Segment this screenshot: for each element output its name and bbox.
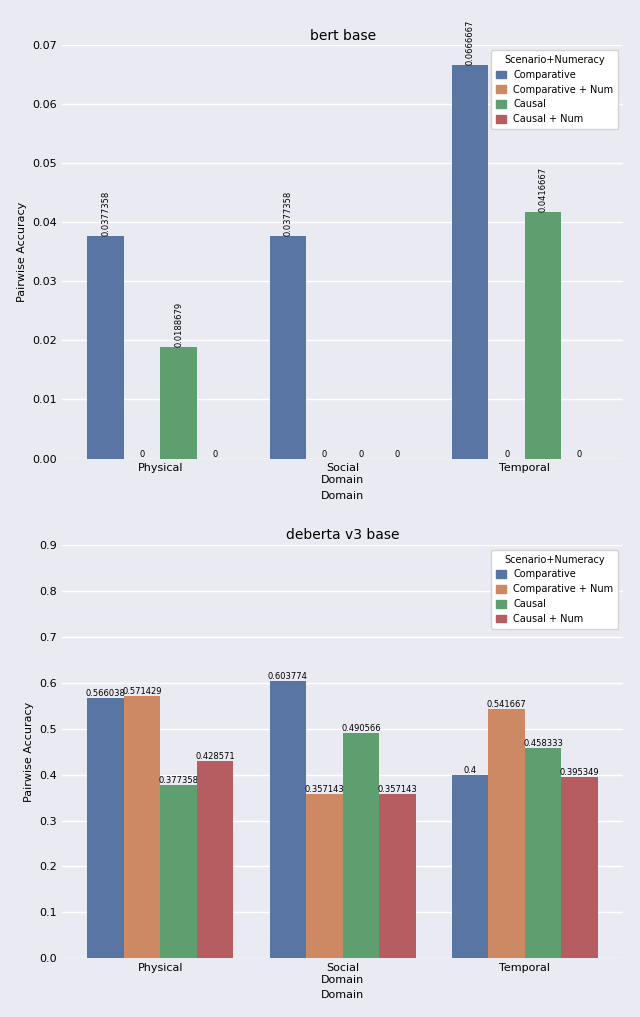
Title: deberta v3 base: deberta v3 base bbox=[286, 528, 399, 542]
Text: 0.395349: 0.395349 bbox=[560, 768, 600, 777]
Text: 0.490566: 0.490566 bbox=[341, 724, 381, 733]
Bar bbox=[269, 236, 306, 459]
Text: 0: 0 bbox=[504, 450, 509, 459]
Text: 0.4: 0.4 bbox=[463, 766, 477, 775]
Text: 0.0377358: 0.0377358 bbox=[101, 190, 110, 236]
Text: 0: 0 bbox=[358, 450, 364, 459]
Text: 0: 0 bbox=[395, 450, 400, 459]
Bar bbox=[525, 213, 561, 459]
Text: 0: 0 bbox=[140, 450, 145, 459]
Text: 0.0666667: 0.0666667 bbox=[466, 19, 475, 65]
Text: 0: 0 bbox=[212, 450, 218, 459]
Text: 0.566038: 0.566038 bbox=[86, 690, 125, 699]
Bar bbox=[452, 65, 488, 459]
Bar bbox=[488, 710, 525, 958]
Legend: Comparative, Comparative + Num, Causal, Causal + Num: Comparative, Comparative + Num, Causal, … bbox=[491, 550, 618, 629]
Legend: Comparative, Comparative + Num, Causal, Causal + Num: Comparative, Comparative + Num, Causal, … bbox=[491, 50, 618, 129]
Text: 0.603774: 0.603774 bbox=[268, 672, 308, 681]
Y-axis label: Pairwise Accuracy: Pairwise Accuracy bbox=[17, 201, 27, 302]
X-axis label: Domain: Domain bbox=[321, 490, 364, 500]
Bar bbox=[124, 696, 160, 958]
Bar bbox=[269, 681, 306, 958]
Text: 0: 0 bbox=[577, 450, 582, 459]
Bar bbox=[342, 733, 379, 958]
Bar bbox=[160, 785, 196, 958]
Y-axis label: Pairwise Accuracy: Pairwise Accuracy bbox=[24, 702, 34, 801]
Text: 0.0416667: 0.0416667 bbox=[539, 168, 548, 213]
Text: 0.0377358: 0.0377358 bbox=[284, 190, 292, 236]
Bar bbox=[379, 794, 415, 958]
Text: 0.541667: 0.541667 bbox=[487, 701, 527, 710]
Text: 0.428571: 0.428571 bbox=[195, 753, 235, 762]
Text: 0.357143: 0.357143 bbox=[378, 785, 417, 794]
Bar bbox=[525, 747, 561, 958]
Text: 0.0188679: 0.0188679 bbox=[174, 302, 183, 347]
Bar bbox=[452, 775, 488, 958]
Bar bbox=[87, 699, 124, 958]
X-axis label: Domain: Domain bbox=[321, 991, 364, 1001]
Bar bbox=[196, 762, 233, 958]
Bar bbox=[306, 794, 342, 958]
Text: 0.377358: 0.377358 bbox=[159, 776, 198, 785]
Text: 0.458333: 0.458333 bbox=[523, 738, 563, 747]
Text: 0: 0 bbox=[322, 450, 327, 459]
Bar bbox=[87, 236, 124, 459]
Text: 0.571429: 0.571429 bbox=[122, 686, 162, 696]
Title: bert base: bert base bbox=[310, 28, 376, 43]
Bar bbox=[561, 777, 598, 958]
Bar bbox=[160, 347, 196, 459]
Text: 0.357143: 0.357143 bbox=[305, 785, 344, 794]
